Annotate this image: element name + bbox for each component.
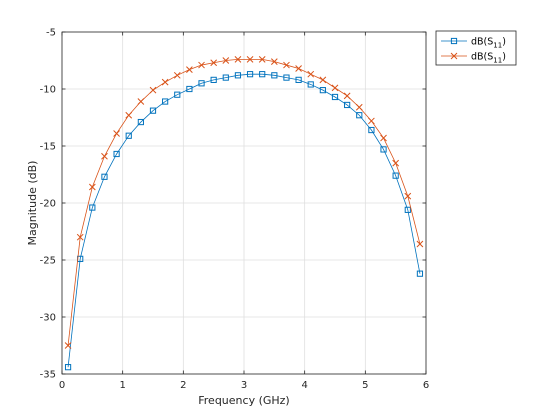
x-tick-label: 2 [180, 380, 186, 391]
series-1-point [162, 98, 169, 105]
series-2 [64, 56, 424, 349]
series-2-point [198, 61, 205, 69]
series-2-point [173, 71, 181, 79]
series-1-point [271, 72, 278, 79]
y-tick-label: -5 [46, 28, 56, 39]
series-2-point [392, 159, 400, 167]
series-2-point [186, 66, 193, 73]
y-tick-label: -30 [40, 313, 56, 324]
x-axis-label: Frequency (GHz) [198, 394, 289, 407]
series-1-point [137, 118, 144, 126]
series-2-point [149, 86, 157, 94]
y-tick-label: -25 [40, 256, 56, 267]
y-tick-label: -10 [40, 85, 56, 96]
series-2-point [101, 152, 108, 160]
series-1-point [234, 72, 242, 79]
series-1-point [283, 74, 290, 81]
legend-label-2: dB(S11) [471, 52, 506, 65]
series-1-point [113, 150, 120, 158]
y-tick-label: -20 [40, 199, 56, 210]
series-2-point [125, 111, 133, 119]
series-1-point [174, 91, 181, 98]
y-tick-label: -15 [40, 142, 56, 153]
x-tick-label: 4 [301, 380, 307, 391]
series-1-point [416, 270, 424, 277]
x-tick-label: 5 [362, 380, 368, 391]
series-2-point [380, 134, 387, 142]
series-2-point [222, 57, 230, 64]
axis-ticks: 0 1 2 3 4 5 6 -35 -30 -25 -20 -15 -10 -5 [40, 28, 430, 392]
series-2-point [404, 192, 412, 200]
data-series [64, 56, 424, 371]
series-1-point [307, 81, 314, 88]
series-1-point [101, 173, 108, 180]
x-tick-label: 3 [241, 380, 247, 391]
series-1-point [186, 85, 193, 93]
series-2-point [210, 59, 218, 67]
legend: dB(S11) dB(S11) [435, 30, 517, 66]
legend-label-1: dB(S11) [471, 37, 506, 50]
series-2-point [416, 240, 424, 248]
series-2-point [343, 92, 351, 100]
series-2-point [295, 65, 302, 72]
x-tick-label: 6 [423, 380, 429, 391]
series-1-point [259, 71, 266, 78]
x-tick-label: 1 [119, 380, 125, 391]
series-2-point [137, 98, 145, 105]
series-1-point [344, 101, 351, 109]
series-2-point [64, 342, 72, 349]
series-1-point [125, 132, 132, 139]
series-1-point [380, 146, 387, 153]
series-1-point [246, 71, 254, 78]
series-2-point [331, 84, 339, 92]
series-2-point [270, 58, 278, 65]
series-1-point [319, 87, 326, 94]
series-1-point [198, 80, 205, 87]
series-2-point [234, 56, 242, 63]
y-axis-label: Magnitude (dB) [26, 161, 39, 246]
series-1-point [295, 76, 302, 83]
series-1-point [331, 93, 339, 101]
series-2-point [246, 56, 254, 63]
series-2-point [319, 76, 327, 84]
series-2-point [258, 56, 266, 63]
series-2-point [283, 61, 290, 69]
series-1-point [89, 204, 96, 211]
series-1-point [392, 172, 399, 179]
series-2-point [88, 183, 96, 191]
legend-box [435, 30, 517, 66]
series-2-point [355, 103, 363, 111]
series-1 [64, 71, 424, 371]
series-1-point [210, 76, 217, 83]
series-1-point [64, 364, 72, 371]
series-1-point [149, 107, 157, 114]
series-1-point [222, 74, 229, 81]
x-tick-label: 0 [59, 380, 65, 391]
series-2-point [76, 233, 84, 241]
y-tick-label: -35 [40, 370, 56, 381]
legend-marker-1 [450, 37, 458, 45]
series-2-point [368, 117, 375, 125]
series-1-point [368, 126, 375, 134]
series-2-point [161, 78, 169, 86]
series-1-point [404, 206, 411, 213]
series-2-point [113, 130, 120, 137]
legend-marker-2 [450, 52, 458, 60]
series-2-point [307, 70, 315, 78]
series-1-point [356, 112, 363, 119]
